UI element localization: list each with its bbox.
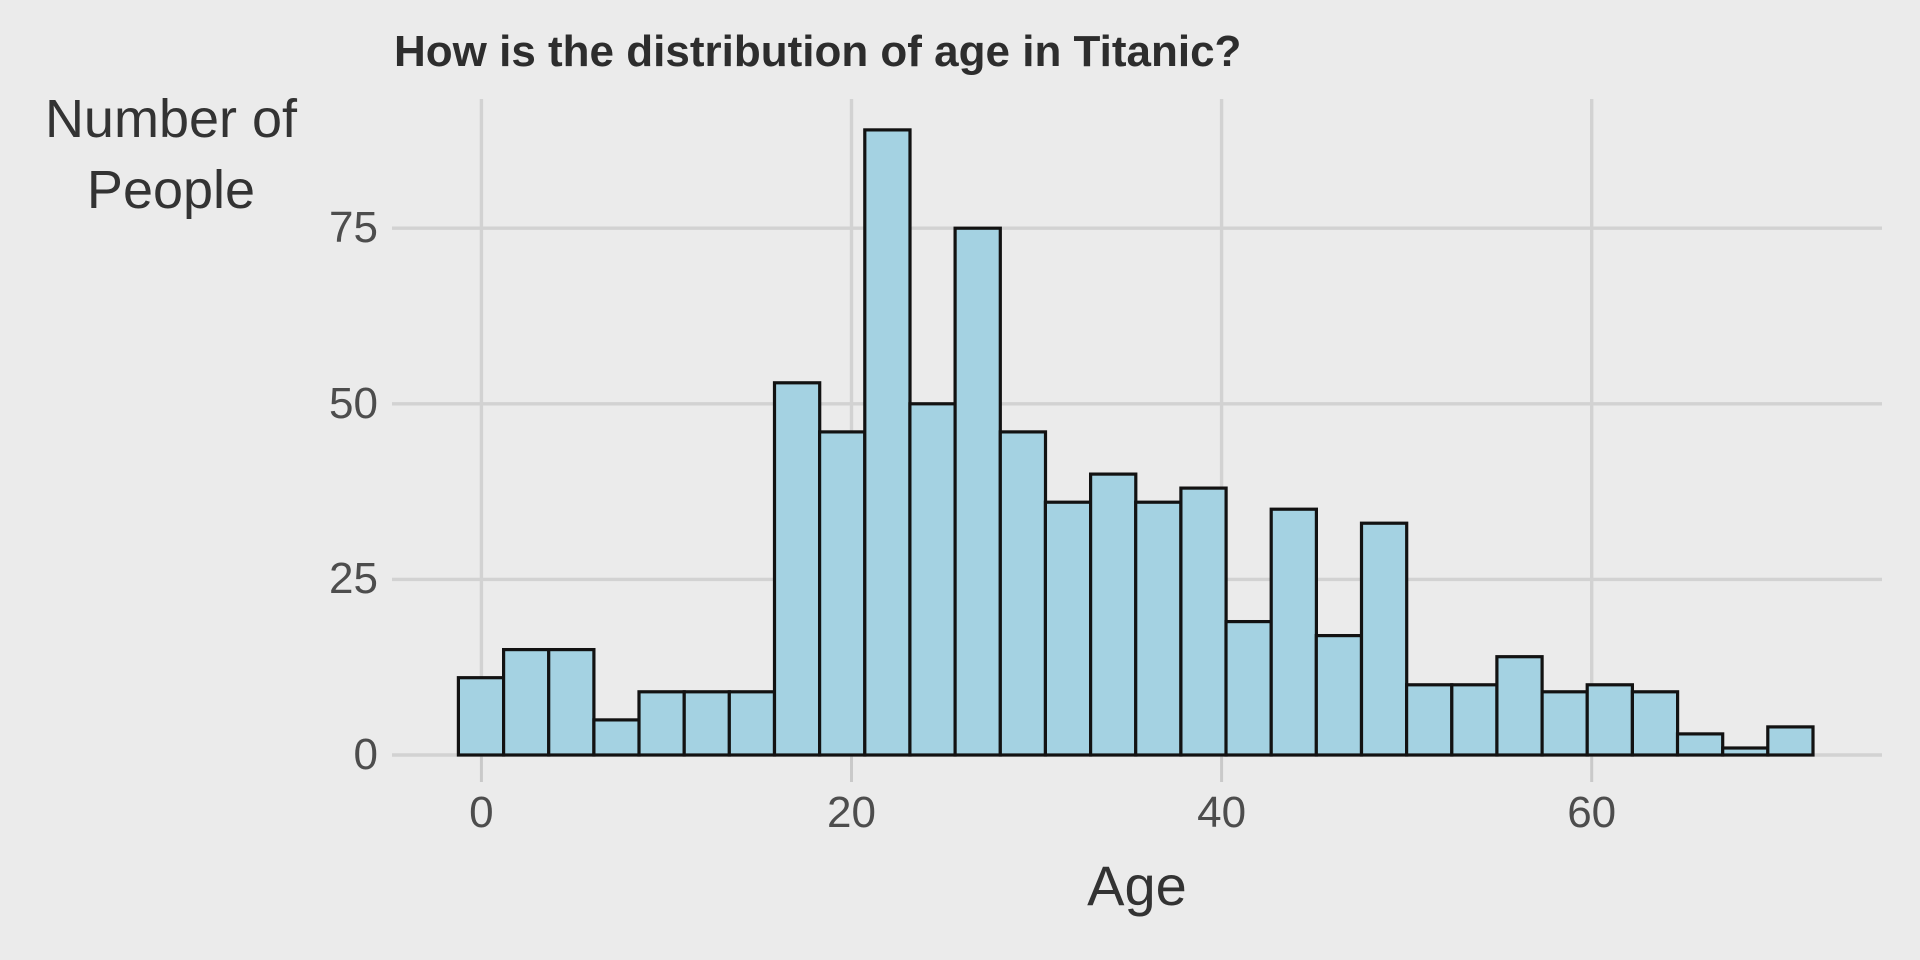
histogram-bar-10 <box>908 402 957 757</box>
x-tick-label-20: 20 <box>827 788 876 837</box>
histogram-bar-13 <box>1043 500 1093 757</box>
histogram-bar-4 <box>637 690 686 757</box>
x-tick-label-0: 0 <box>469 788 494 837</box>
histogram-bar-26 <box>1630 690 1680 757</box>
histogram-bar-19 <box>1314 633 1364 757</box>
histogram-bar-27 <box>1675 732 1725 757</box>
histogram-bar-23 <box>1495 655 1544 757</box>
y-tick-label-50: 50 <box>329 378 378 428</box>
histogram-bar-5 <box>682 690 732 757</box>
histogram-bar-7 <box>772 381 822 757</box>
x-tick-label-40: 40 <box>1197 788 1247 837</box>
histogram-bar-3 <box>592 718 641 757</box>
histogram-bar-17 <box>1224 619 1273 757</box>
histogram-bar-8 <box>817 430 867 757</box>
x-tick-label-60: 60 <box>1567 788 1617 837</box>
histogram-bar-21 <box>1404 683 1454 757</box>
y-tick-label-75: 75 <box>329 203 378 253</box>
y-tick-label-25: 25 <box>329 554 378 604</box>
histogram-bar-6 <box>727 690 777 757</box>
histogram-bar-28 <box>1721 746 1770 757</box>
y-tick-label-0: 0 <box>353 730 378 779</box>
x-axis-title: Age <box>1087 854 1187 917</box>
histogram-bar-9 <box>863 128 912 757</box>
chart-title: How is the distribution of age in Titani… <box>394 27 1242 76</box>
histogram-bar-11 <box>953 226 1002 757</box>
histogram-bar-20 <box>1359 521 1409 757</box>
y-axis-title: Number of People <box>44 89 298 220</box>
histogram-bar-15 <box>1134 500 1183 757</box>
histogram-bar-24 <box>1540 690 1589 757</box>
histogram-bar-0 <box>456 676 506 757</box>
histogram-bar-18 <box>1269 507 1318 757</box>
histogram-bar-25 <box>1585 683 1634 757</box>
histogram-bar-2 <box>547 647 596 757</box>
histogram-bar-29 <box>1766 725 1815 757</box>
histogram-bar-12 <box>998 430 1048 757</box>
histogram-bar-1 <box>502 647 551 757</box>
histogram-bar-14 <box>1088 472 1138 757</box>
histogram-bar-16 <box>1179 486 1228 757</box>
histogram-bar-22 <box>1450 683 1499 757</box>
